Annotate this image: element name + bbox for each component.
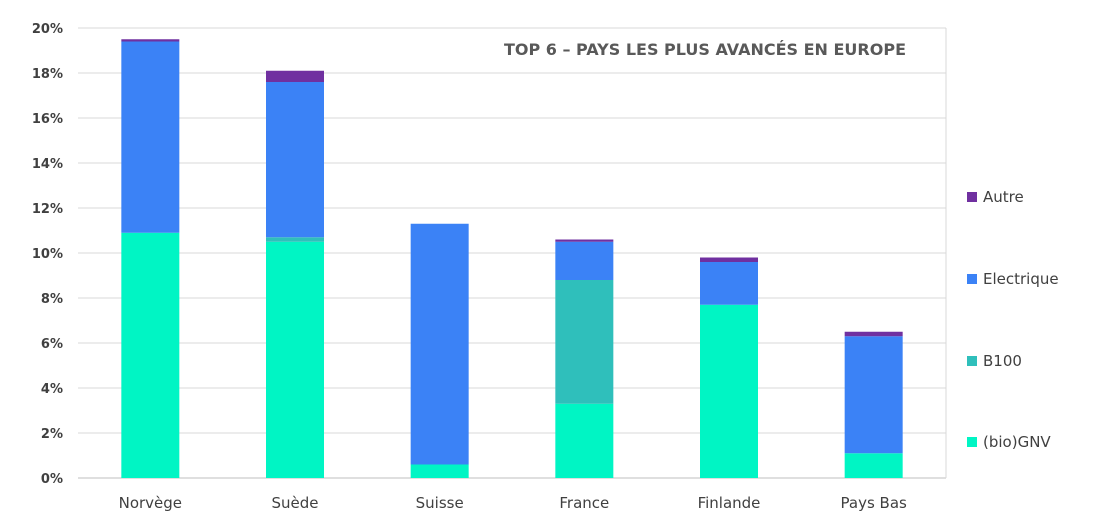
x-tick-label: Pays Bas xyxy=(841,494,908,512)
bar-segment xyxy=(266,82,324,238)
bar-segment xyxy=(410,223,469,465)
bar-segment xyxy=(555,239,614,242)
x-tick-label: France xyxy=(559,494,609,512)
y-tick-label: 4% xyxy=(41,382,63,397)
y-tick-label: 12% xyxy=(32,202,63,217)
bar-segment xyxy=(555,241,614,280)
y-tick-label: 14% xyxy=(32,157,63,172)
bar-segment xyxy=(700,304,758,478)
bar-segment xyxy=(555,280,614,404)
y-tick-label: 10% xyxy=(32,247,63,262)
bars-layer xyxy=(121,39,903,478)
bar-segment xyxy=(266,70,324,82)
legend-swatch xyxy=(967,192,977,202)
legend: Autre Electrique B100 (bio)GNV xyxy=(967,188,1059,451)
bar-segment xyxy=(844,336,903,454)
bar-segment xyxy=(700,262,758,305)
x-tick-label: Finlande xyxy=(698,494,761,512)
bar-segment xyxy=(700,257,758,262)
y-tick-label: 16% xyxy=(32,112,63,127)
y-tick-label: 20% xyxy=(32,22,63,37)
axis-layer: 0% 2% 4% 6% 8% 10% 12% 14% 16% 18% 20% Norvège Suède… xyxy=(32,22,907,512)
legend-label: B100 xyxy=(983,352,1022,370)
y-tick-label: 2% xyxy=(41,427,63,442)
y-tick-label: 0% xyxy=(41,472,63,487)
x-tick-label: Norvège xyxy=(119,494,182,512)
bar-segment xyxy=(121,232,180,478)
x-tick-label: Suisse xyxy=(416,494,464,512)
legend-swatch xyxy=(967,274,977,284)
y-tick-label: 8% xyxy=(41,292,63,307)
bar-segment xyxy=(266,237,324,242)
legend-label: (bio)GNV xyxy=(983,433,1051,451)
y-tick-label: 18% xyxy=(32,67,63,82)
grid-layer xyxy=(78,27,947,479)
bar-segment xyxy=(266,241,324,478)
chart-title: TOP 6 – PAYS LES PLUS AVANCÉS EN EUROPE xyxy=(504,40,906,59)
y-tick-label: 6% xyxy=(41,337,63,352)
legend-label: Electrique xyxy=(983,270,1059,288)
legend-label: Autre xyxy=(983,188,1024,206)
bar-segment xyxy=(121,41,180,233)
bar-segment xyxy=(121,39,180,42)
legend-swatch xyxy=(967,437,977,447)
bar-segment xyxy=(844,331,903,337)
legend-swatch xyxy=(967,356,977,366)
bar-segment xyxy=(844,453,903,478)
bar-segment xyxy=(410,464,469,478)
x-tick-label: Suède xyxy=(271,494,318,512)
bar-segment xyxy=(555,403,614,478)
